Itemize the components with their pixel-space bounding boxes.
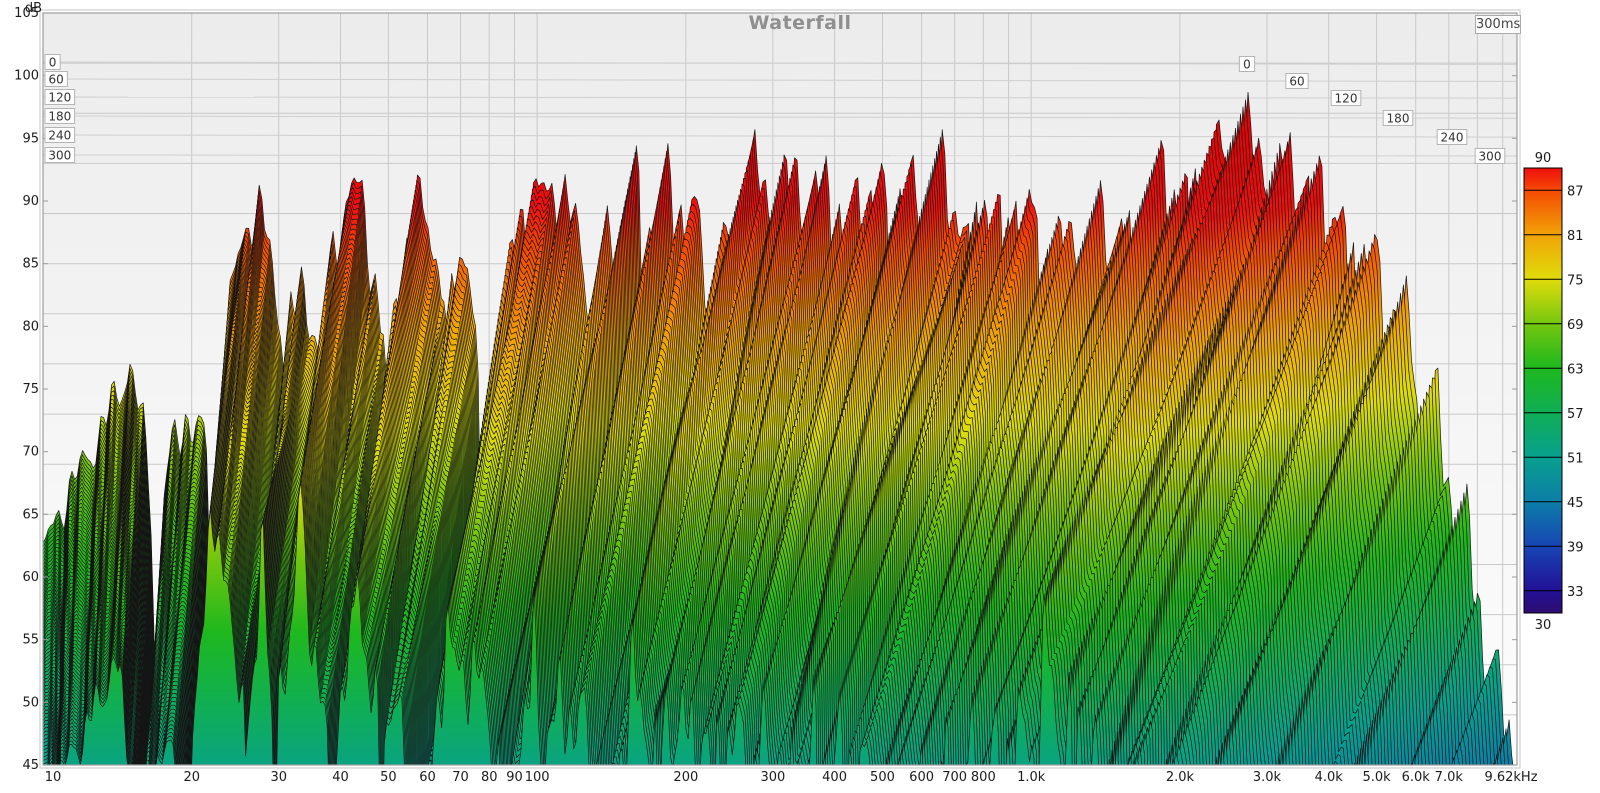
svg-text:65: 65 (22, 507, 39, 522)
svg-text:50: 50 (380, 770, 397, 785)
svg-text:63: 63 (1567, 362, 1584, 377)
frequency-axis: 10 20 30 40 50 60 70 80 90 100 200 300 400 500 600 700 8… (45, 770, 1538, 785)
svg-text:240: 240 (48, 129, 71, 143)
svg-text:1.0k: 1.0k (1017, 770, 1046, 785)
svg-text:85: 85 (22, 257, 39, 272)
time-grid (42, 61, 1518, 157)
svg-text:0: 0 (49, 56, 57, 70)
svg-text:39: 39 (1567, 540, 1584, 555)
svg-text:300: 300 (760, 770, 785, 785)
svg-text:120: 120 (48, 91, 71, 105)
svg-text:180: 180 (1387, 112, 1410, 126)
svg-text:69: 69 (1567, 318, 1584, 333)
waterfall-surface[interactable] (43, 91, 1517, 793)
svg-text:5.0k: 5.0k (1362, 770, 1391, 785)
svg-text:45: 45 (22, 758, 39, 773)
svg-text:30: 30 (270, 770, 287, 785)
svg-text:600: 600 (909, 770, 934, 785)
svg-text:87: 87 (1567, 184, 1584, 199)
svg-text:70: 70 (22, 445, 39, 460)
svg-text:75: 75 (1567, 273, 1584, 288)
svg-text:200: 200 (673, 770, 698, 785)
svg-text:90: 90 (1535, 151, 1552, 166)
svg-text:81: 81 (1567, 229, 1584, 244)
svg-text:105: 105 (14, 6, 39, 21)
svg-text:3.0k: 3.0k (1253, 770, 1282, 785)
svg-text:33: 33 (1567, 585, 1584, 600)
svg-text:51: 51 (1567, 451, 1584, 466)
svg-text:500: 500 (870, 770, 895, 785)
svg-text:55: 55 (22, 633, 39, 648)
svg-text:50: 50 (22, 695, 39, 710)
svg-text:60: 60 (49, 73, 64, 87)
svg-text:60: 60 (22, 570, 39, 585)
svg-text:300: 300 (48, 149, 71, 163)
svg-text:90: 90 (506, 770, 523, 785)
db-axis: 105 100 95 90 85 80 75 70 65 60 55 50 45 (14, 6, 1517, 773)
time-window-badge: 300ms (1475, 15, 1521, 34)
svg-text:6.0k: 6.0k (1402, 770, 1431, 785)
svg-text:80: 80 (22, 319, 39, 334)
svg-text:240: 240 (1441, 131, 1464, 145)
db-axis-title: dB (24, 1, 42, 16)
svg-text:95: 95 (22, 131, 39, 146)
svg-text:100: 100 (14, 69, 39, 84)
svg-text:120: 120 (1335, 92, 1358, 106)
svg-text:300: 300 (1479, 150, 1502, 164)
svg-text:40: 40 (332, 770, 349, 785)
svg-text:400: 400 (822, 770, 847, 785)
svg-text:4.0k: 4.0k (1315, 770, 1344, 785)
svg-text:90: 90 (22, 194, 39, 209)
svg-text:2.0k: 2.0k (1166, 770, 1195, 785)
svg-text:10: 10 (45, 770, 62, 785)
svg-text:100: 100 (525, 770, 550, 785)
svg-text:180: 180 (48, 110, 71, 124)
svg-text:57: 57 (1567, 407, 1584, 422)
svg-text:30: 30 (1535, 618, 1552, 633)
svg-text:700: 700 (942, 770, 967, 785)
svg-text:75: 75 (22, 382, 39, 397)
svg-text:80: 80 (481, 770, 498, 785)
colorbar: 90 30 87 81 75 69 63 57 51 45 39 33 (1523, 151, 1584, 633)
time-axis-labels-right: 0 60 120 180 240 300 (1238, 56, 1506, 164)
svg-text:20: 20 (183, 770, 200, 785)
svg-text:60: 60 (1289, 75, 1304, 89)
svg-text:7.0k: 7.0k (1435, 770, 1464, 785)
svg-text:60: 60 (419, 770, 436, 785)
svg-text:800: 800 (971, 770, 996, 785)
svg-text:0: 0 (1243, 58, 1251, 72)
svg-text:9.62kHz: 9.62kHz (1484, 770, 1537, 785)
time-axis-labels-left: 0 60 120 180 240 300 (44, 54, 76, 163)
svg-text:45: 45 (1567, 496, 1584, 511)
svg-text:70: 70 (452, 770, 469, 785)
chart-title: Waterfall (748, 12, 852, 34)
